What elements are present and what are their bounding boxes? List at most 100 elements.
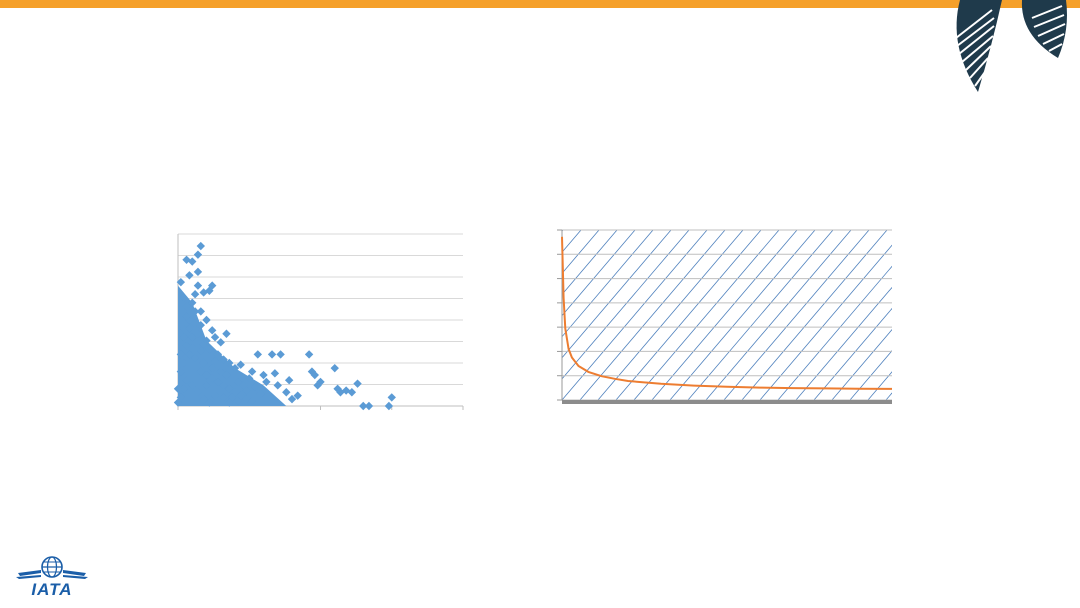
iata-logo-text: IATA bbox=[31, 580, 73, 599]
scatter-point bbox=[219, 355, 228, 364]
leaf-decoration-right bbox=[1021, 0, 1067, 58]
scatter-point bbox=[179, 324, 188, 333]
scatter-point bbox=[225, 384, 234, 393]
scatter-point bbox=[236, 360, 245, 369]
hatch-line bbox=[562, 230, 636, 317]
scatter-point bbox=[205, 398, 214, 407]
hatch-line bbox=[885, 392, 892, 400]
scatter-point bbox=[196, 241, 205, 251]
hatch-line bbox=[562, 230, 564, 232]
scatter-point bbox=[208, 374, 217, 383]
scatter-point bbox=[219, 393, 228, 402]
decay-line-chart bbox=[557, 229, 893, 404]
scatter-point bbox=[256, 389, 265, 399]
scatter-point bbox=[387, 393, 396, 402]
hatch-line bbox=[705, 230, 852, 400]
hatch-line bbox=[651, 230, 798, 400]
hatch-line bbox=[759, 244, 892, 400]
scatter-point bbox=[173, 384, 183, 393]
scatter-point bbox=[176, 393, 186, 402]
scatter-point bbox=[284, 376, 294, 385]
hatch-line bbox=[669, 230, 816, 400]
scatter-point bbox=[188, 381, 197, 390]
scatter-point bbox=[193, 388, 203, 397]
scatter-point bbox=[193, 281, 203, 290]
scatter-point bbox=[336, 388, 345, 397]
scatter-point bbox=[196, 307, 205, 316]
scatter-point bbox=[193, 250, 203, 259]
hatch-line bbox=[813, 307, 892, 400]
scatter-point bbox=[245, 374, 254, 383]
scatter-point bbox=[250, 382, 260, 392]
scatter-point bbox=[202, 336, 211, 345]
scatter-point bbox=[208, 326, 217, 335]
scatter-point bbox=[273, 381, 282, 390]
scatter-point bbox=[202, 381, 211, 390]
scatter-point bbox=[270, 369, 280, 378]
scatter-point bbox=[182, 255, 191, 264]
leaf-decoration-icon bbox=[955, 0, 1067, 92]
scatter-point bbox=[219, 381, 228, 390]
scatter-point bbox=[210, 391, 220, 400]
hatch-line bbox=[597, 230, 744, 400]
scatter-point bbox=[185, 350, 194, 359]
hatch-pattern bbox=[562, 230, 892, 400]
hatch-line bbox=[777, 265, 892, 400]
scatter-point bbox=[185, 324, 194, 333]
hatch-line bbox=[687, 230, 834, 400]
scatter-point bbox=[364, 401, 374, 411]
scatter-point bbox=[384, 401, 394, 411]
scatter-point bbox=[287, 394, 297, 404]
series-line bbox=[561, 236, 893, 390]
hatch-line bbox=[562, 230, 672, 359]
scatter-point bbox=[199, 288, 208, 297]
hatch-line bbox=[562, 230, 618, 296]
scatter-point bbox=[179, 333, 188, 342]
scatter-point bbox=[182, 341, 191, 350]
scatter-point bbox=[213, 350, 223, 359]
scatter-point bbox=[179, 358, 188, 368]
scatter-point bbox=[196, 320, 205, 330]
scatter-point bbox=[259, 370, 268, 380]
hatch-line bbox=[849, 350, 892, 400]
scatter-point bbox=[253, 350, 262, 359]
hatch-line bbox=[615, 230, 762, 400]
scatter-point bbox=[179, 384, 188, 393]
scatter-point bbox=[202, 370, 211, 380]
scatter-point bbox=[205, 286, 214, 295]
scatter-point bbox=[247, 367, 257, 376]
hatch-line bbox=[867, 371, 892, 400]
scatter-point bbox=[310, 370, 319, 380]
x-axis bbox=[562, 400, 892, 404]
scatter-point bbox=[242, 386, 251, 395]
hatch-line bbox=[562, 230, 600, 274]
hatch-line bbox=[741, 230, 888, 400]
hatch-line bbox=[579, 230, 726, 400]
scatter-point bbox=[182, 376, 191, 385]
scatter-point bbox=[233, 377, 243, 387]
scatter-point bbox=[188, 298, 197, 307]
scatter-point bbox=[262, 377, 271, 387]
scatter-point bbox=[176, 367, 186, 376]
hatch-line bbox=[831, 329, 892, 400]
scatter-point bbox=[282, 388, 291, 397]
scatter-point bbox=[347, 388, 357, 397]
scatter-point bbox=[216, 338, 225, 347]
scatter-chart bbox=[173, 233, 464, 411]
scatter-point bbox=[202, 315, 211, 325]
scatter-point bbox=[185, 271, 194, 280]
scatter-point bbox=[188, 333, 197, 342]
scatter-point bbox=[182, 302, 191, 311]
scatter-point bbox=[210, 333, 220, 342]
scatter-point bbox=[208, 281, 217, 290]
iata-globe-logo-icon bbox=[16, 556, 88, 579]
scatter-point bbox=[173, 398, 183, 407]
leaf-decoration-left bbox=[955, 0, 1002, 92]
scatter-point bbox=[267, 350, 277, 359]
hatch-line bbox=[795, 286, 892, 400]
hatch-line bbox=[562, 230, 708, 400]
top-accent-bar bbox=[0, 0, 1080, 8]
scatter-point bbox=[179, 293, 188, 302]
scatter-point bbox=[205, 345, 214, 354]
scatter-point bbox=[222, 370, 231, 380]
